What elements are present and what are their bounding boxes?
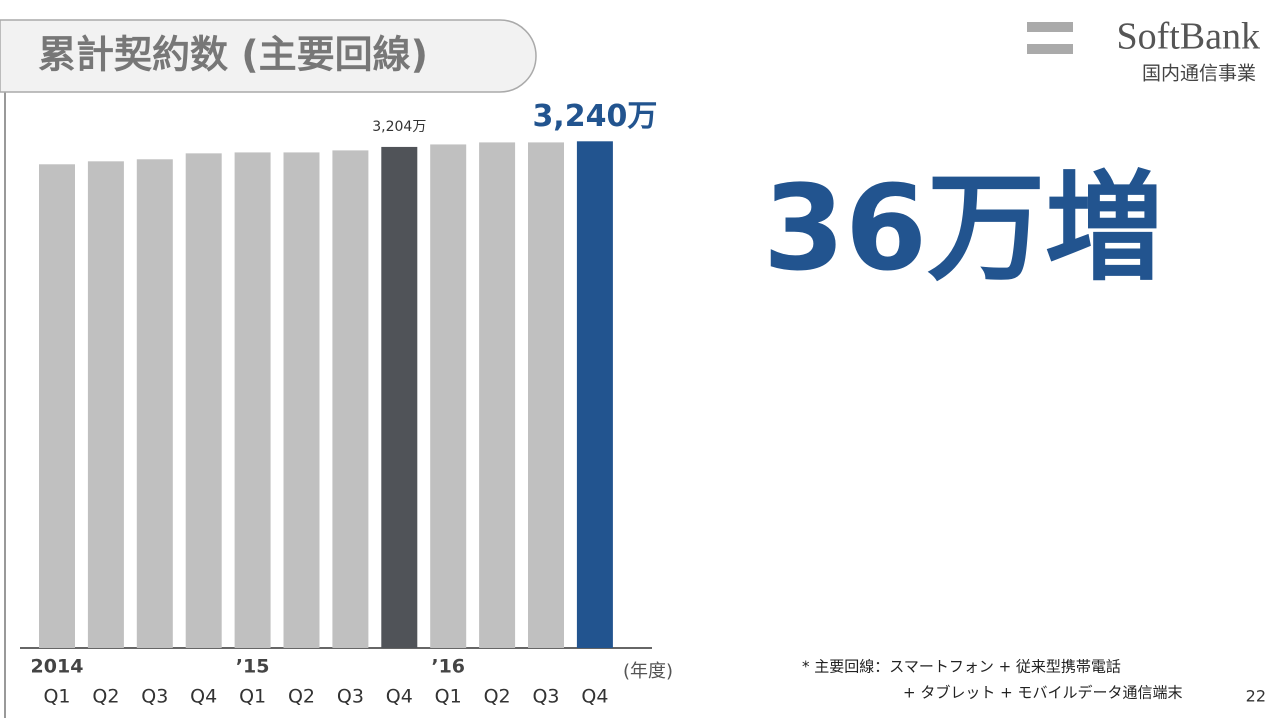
x-tick-label: Q2 [288,686,315,708]
year-label: ’15 [236,656,270,678]
logo-bar [1027,22,1073,32]
x-tick-label: Q3 [141,686,168,708]
chart-title: 累計契約数 (主要回線) [38,33,428,77]
bar [332,150,369,649]
bar [381,146,418,648]
bar [430,144,467,648]
bar [576,141,613,649]
division: 国内通信事業 [1142,63,1256,85]
logo: SoftBank [1116,16,1260,58]
footnote: * 主要回線：スマートフォン + 従来型携帯電話 [802,658,1121,676]
x-tick-label: Q3 [532,686,559,708]
year-label: 2014 [31,656,84,678]
bar [528,142,564,649]
annotation: 36万増 [763,159,1163,297]
bar [39,164,75,648]
bar [87,161,124,648]
bar [185,153,222,648]
bar [283,152,320,648]
x-tick-label: Q1 [239,686,266,708]
x-tick-label: Q1 [43,686,70,708]
x-tick-label: Q4 [386,686,413,708]
x-axis-label: (年度) [623,661,673,682]
x-tick-label: Q1 [435,686,462,708]
page-number: 22 [1246,687,1266,706]
x-tick-label: Q2 [92,686,119,708]
bar [136,159,173,648]
x-tick-label: Q4 [190,686,217,708]
footnote: + タブレット + モバイルデータ通信端末 [903,684,1182,702]
bar [479,142,516,649]
bar [234,152,271,648]
logo-bar [1027,44,1073,54]
year-label: ’16 [431,656,465,678]
x-tick-label: Q2 [484,686,511,708]
x-tick-label: Q4 [581,686,608,708]
x-tick-label: Q3 [337,686,364,708]
value-label: 3,204万 [372,119,426,135]
value-label: 3,240万 [532,99,657,134]
title-box [0,19,537,93]
